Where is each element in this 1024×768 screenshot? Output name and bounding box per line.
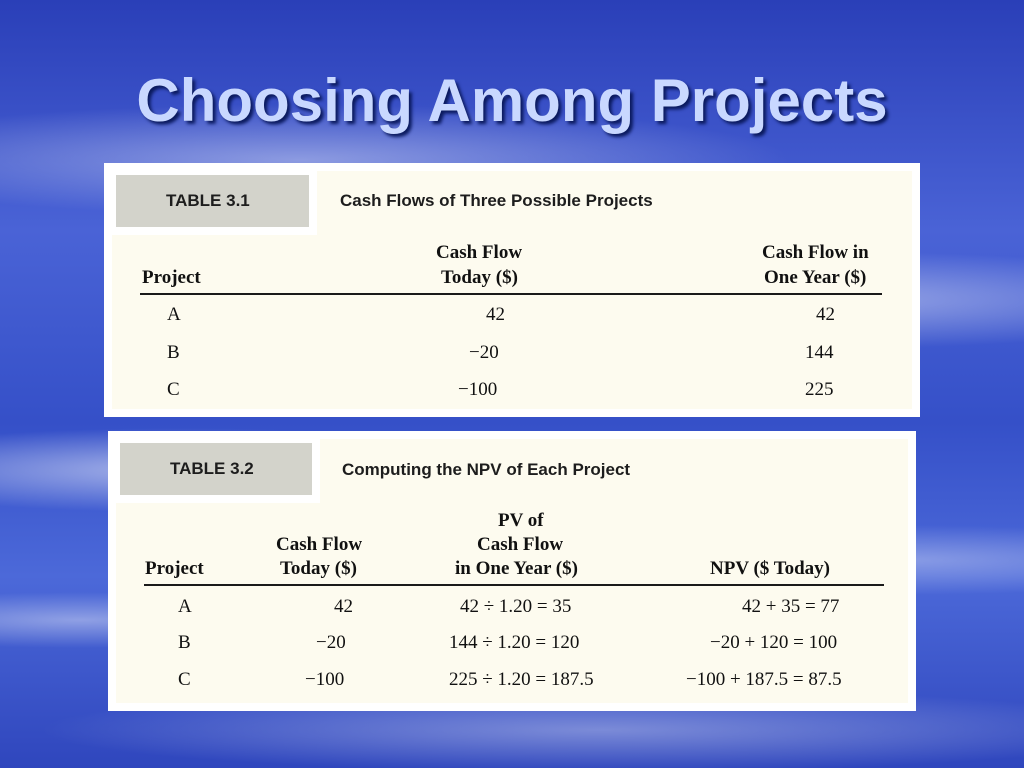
row-a-project: A <box>178 596 192 617</box>
slide-title: Choosing Among Projects <box>136 67 888 134</box>
header-pv-line2: Cash Flow <box>477 534 564 555</box>
row-a-project: A <box>167 304 181 325</box>
row-c-project: C <box>178 669 191 690</box>
row-c-one-year: 225 <box>805 379 834 400</box>
row-b-project: B <box>167 342 180 363</box>
table-caption: Cash Flows of Three Possible Projects <box>340 191 653 210</box>
header-cash-flow-today-line2: Today ($) <box>441 267 518 288</box>
row-a-today: 42 <box>334 596 353 617</box>
row-a-pv: 42 ÷ 1.20 = 35 <box>460 596 572 617</box>
table-caption: Computing the NPV of Each Project <box>342 460 631 479</box>
row-b-npv: −20 + 120 = 100 <box>710 632 838 653</box>
row-c-today: −100 <box>458 379 498 400</box>
row-a-npv: 42 + 35 = 77 <box>742 596 840 617</box>
row-a-one-year: 42 <box>816 304 835 325</box>
header-cash-flow-today-line2: Today ($) <box>280 558 357 579</box>
row-b-today: −20 <box>316 632 346 653</box>
row-b-one-year: 144 <box>805 342 834 363</box>
row-b-pv: 144 ÷ 1.20 = 120 <box>449 632 580 653</box>
header-cash-flow-today-line1: Cash Flow <box>276 534 363 555</box>
row-c-project: C <box>167 379 180 400</box>
table-number-tag: TABLE 3.1 <box>116 175 309 227</box>
table-3-2-panel: TABLE 3.2 Computing the NPV of Each Proj… <box>108 431 916 711</box>
header-rule <box>144 584 884 586</box>
header-project: Project <box>145 558 204 579</box>
header-pv-line3: in One Year ($) <box>455 558 578 579</box>
header-rule <box>140 293 882 295</box>
header-project: Project <box>142 267 201 288</box>
header-cash-flow-year-line1: Cash Flow in <box>762 242 869 263</box>
row-a-today: 42 <box>486 304 505 325</box>
table-3-1-panel: TABLE 3.1 Cash Flows of Three Possible P… <box>104 163 920 417</box>
header-cash-flow-year-line2: One Year ($) <box>764 267 867 288</box>
table-number-tag: TABLE 3.2 <box>120 443 312 495</box>
header-cash-flow-today-line1: Cash Flow <box>436 242 523 263</box>
row-b-project: B <box>178 632 191 653</box>
row-c-pv: 225 ÷ 1.20 = 187.5 <box>449 669 594 690</box>
row-b-today: −20 <box>469 342 499 363</box>
header-npv: NPV ($ Today) <box>710 558 831 579</box>
row-c-npv: −100 + 187.5 = 87.5 <box>686 669 842 690</box>
row-c-today: −100 <box>305 669 345 690</box>
header-pv-line1: PV of <box>498 510 544 531</box>
